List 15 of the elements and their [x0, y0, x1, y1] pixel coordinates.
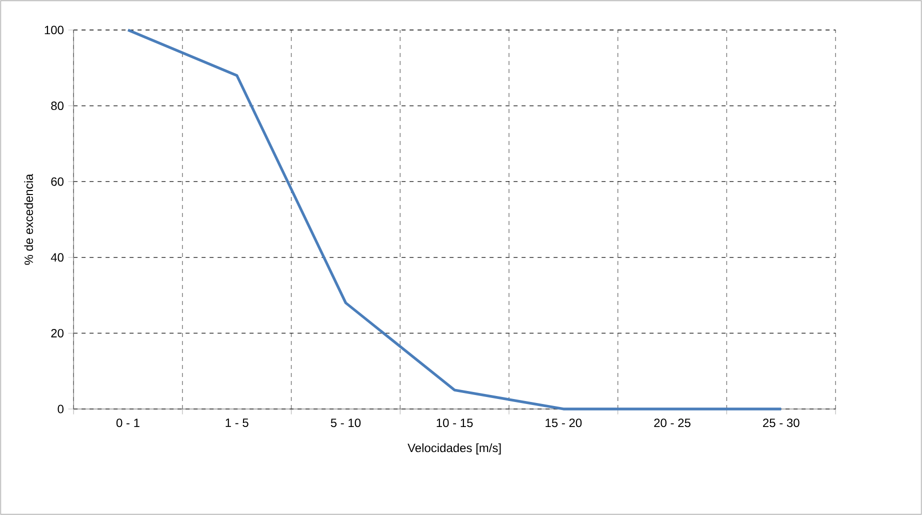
x-tick-label: 1 - 5 — [226, 418, 248, 427]
y-tick-label: 0 — [58, 404, 64, 414]
y-tick-label: 20 — [51, 328, 64, 338]
y-tick-label: 40 — [50, 253, 64, 262]
x-tick-label: 20 - 25 — [654, 418, 690, 428]
x-tick-label: 0 - 1 — [116, 418, 140, 428]
x-tick-label: 25 - 30 — [763, 418, 800, 428]
x-tick-label: 5 - 10 — [330, 418, 361, 428]
y-axis-title: % de excedencia — [24, 174, 34, 265]
x-tick-label: 10 - 15 — [436, 418, 473, 428]
y-tick-label: 60 — [51, 177, 64, 186]
x-axis-title: Velocidades [m/s] — [408, 443, 501, 455]
x-tick-label: 15 - 20 — [546, 418, 582, 428]
y-tick-label: 100 — [44, 26, 64, 34]
y-tick-label: 80 — [51, 102, 64, 110]
